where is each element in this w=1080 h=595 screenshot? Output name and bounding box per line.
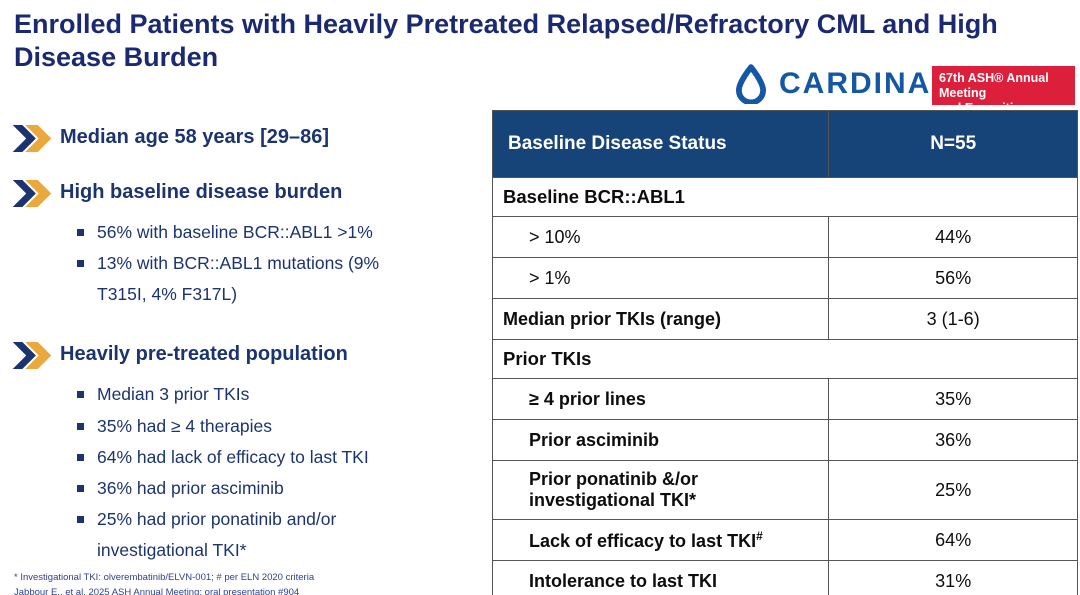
row-label: > 10%	[491, 216, 830, 258]
row-label: Lack of efficacy to last TKI#	[491, 519, 830, 561]
square-bullet-icon	[77, 391, 84, 399]
square-bullet-icon	[77, 515, 84, 523]
chevron-bullet-icon	[12, 125, 52, 152]
table-header-row: Baseline Disease Status N=55	[491, 110, 1078, 178]
table-row: ≥ 4 prior lines 35%	[491, 378, 1078, 420]
row-label: Median prior TKIs (range)	[491, 298, 830, 340]
bullet-group-median-age: Median age 58 years [29–86]	[12, 124, 486, 152]
row-value: 3 (1-6)	[828, 298, 1078, 340]
cardinal-logo-text: CARDINAL	[779, 67, 952, 100]
row-label: Prior ponatinib &/or investigational TKI…	[491, 460, 830, 520]
bullet-group-pretreated: Heavily pre-treated population Median 3 …	[12, 341, 486, 566]
row-value: 35%	[828, 378, 1078, 420]
sub-bullet: 13% with BCR::ABL1 mutations (9% T315I, …	[76, 248, 416, 310]
row-label: Prior asciminib	[491, 419, 830, 461]
table-section-row: Prior TKIs	[492, 339, 1078, 379]
row-value: 64%	[828, 519, 1078, 561]
section-label: Prior TKIs	[492, 339, 1078, 379]
table-section-row: Baseline BCR::ABL1	[492, 177, 1078, 217]
key-findings-list: Median age 58 years [29–86] High baselin…	[12, 124, 486, 593]
row-label: > 1%	[491, 257, 830, 299]
cardinal-logo: CARDINAL	[733, 64, 952, 104]
table-row: Median prior TKIs (range) 3 (1-6)	[491, 298, 1078, 340]
ash-logo-line1: 67th ASH® Annual Meeting	[939, 71, 1049, 100]
square-bullet-icon	[77, 422, 84, 430]
row-label: Intolerance to last TKI	[491, 560, 830, 595]
sub-bullet: 56% with baseline BCR::ABL1 >1%	[76, 217, 416, 248]
table-row: Prior ponatinib &/or investigational TKI…	[491, 460, 1078, 520]
square-bullet-icon	[77, 260, 84, 268]
baseline-disease-status-table: Baseline Disease Status N=55 Baseline BC…	[491, 110, 1078, 595]
row-label: ≥ 4 prior lines	[491, 378, 830, 420]
table-row: Intolerance to last TKI 31%	[491, 560, 1078, 595]
table-row: Prior asciminib 36%	[491, 419, 1078, 461]
row-value: 31%	[828, 560, 1078, 595]
footnote-citation: Jabbour E., et al. 2025 ASH Annual Meeti…	[14, 587, 300, 595]
chevron-bullet-icon	[12, 180, 52, 207]
table-row: > 1% 56%	[491, 257, 1078, 299]
sub-bullet: Median 3 prior TKIs	[76, 379, 416, 410]
square-bullet-icon	[77, 453, 84, 461]
bullet-label: Median age 58 years [29–86]	[60, 126, 330, 148]
table-row: Lack of efficacy to last TKI# 64%	[491, 519, 1078, 561]
footnote-definitions: * Investigational TKI: olverembatinib/EL…	[14, 572, 315, 583]
table-row: > 10% 44%	[491, 216, 1078, 258]
ash-meeting-logo: 67th ASH® Annual Meeting and Exposition	[932, 66, 1075, 115]
table-header-n: N=55	[828, 110, 1078, 178]
square-bullet-icon	[77, 229, 84, 236]
row-value: 36%	[828, 419, 1078, 461]
sub-bullet: 25% had prior ponatinib and/or investiga…	[76, 504, 416, 566]
row-value: 44%	[828, 216, 1078, 258]
bullet-label: High baseline disease burden	[60, 181, 343, 203]
row-value: 25%	[828, 460, 1078, 520]
page-title: Enrolled Patients with Heavily Pretreate…	[14, 9, 998, 73]
section-label: Baseline BCR::ABL1	[492, 177, 1078, 217]
sub-bullet: 64% had lack of efficacy to last TKI	[76, 442, 416, 473]
footnote-marker: #	[756, 528, 763, 543]
sub-bullet: 36% had prior asciminib	[76, 473, 416, 504]
droplet-icon	[736, 64, 766, 104]
table-header-status: Baseline Disease Status	[491, 110, 830, 178]
bullet-group-disease-burden: High baseline disease burden 56% with ba…	[12, 179, 486, 310]
sub-bullet: 35% had ≥ 4 therapies	[76, 411, 416, 442]
chevron-bullet-icon	[12, 342, 52, 370]
bullet-label: Heavily pre-treated population	[60, 343, 348, 366]
row-value: 56%	[828, 257, 1078, 299]
square-bullet-icon	[77, 484, 84, 492]
